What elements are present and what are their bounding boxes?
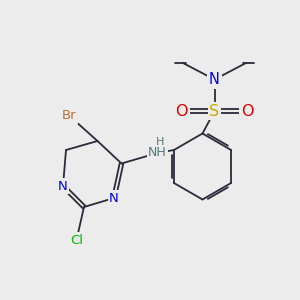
Text: O: O — [241, 103, 254, 118]
Text: N: N — [209, 72, 220, 87]
Text: Cl: Cl — [70, 233, 83, 247]
Text: N: N — [58, 179, 68, 193]
Text: O: O — [175, 103, 188, 118]
Text: NH: NH — [148, 146, 167, 160]
Text: H: H — [156, 136, 164, 147]
Text: Br: Br — [62, 109, 76, 122]
Text: S: S — [209, 103, 220, 118]
Text: N: N — [109, 191, 119, 205]
